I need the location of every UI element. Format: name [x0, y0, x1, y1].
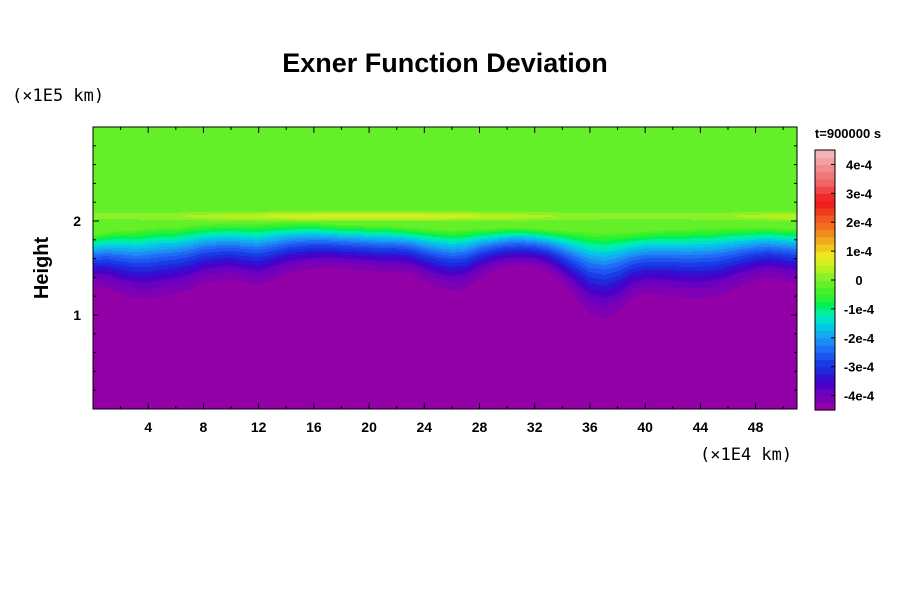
colorbar-swatch: [815, 301, 835, 310]
chart-title: Exner Function Deviation: [282, 48, 608, 78]
colorbar-swatch: [815, 381, 835, 389]
y-tick-label: 2: [73, 213, 81, 229]
heatmap-field: [93, 127, 797, 409]
x-tick-label: 40: [637, 419, 653, 435]
colorbar-tick-label: 2e-4: [846, 215, 873, 230]
colorbar: 4e-4 3e-4 2e-4 1e-4 0 -1e-4 -2e-4 -3e-4 -4e-4: [814, 149, 875, 411]
colorbar-tick-label: -4e-4: [844, 389, 875, 404]
colorbar-tick-label: -3e-4: [844, 360, 875, 375]
colorbar-swatch: [815, 265, 835, 274]
colorbar-tick-label: 0: [855, 273, 862, 288]
x-units-label: (×1E4 km): [700, 445, 792, 465]
colorbar-swatch: [815, 164, 835, 173]
colorbar-tick-label: -1e-4: [844, 302, 875, 317]
x-tick-label: 8: [200, 419, 208, 435]
colorbar-swatch: [815, 258, 835, 267]
colorbar-swatch: [815, 178, 835, 187]
x-axis: 4 8 12 16 20 24 28 32 36 40 44 48: [120, 127, 784, 435]
x-tick-label: 16: [306, 419, 322, 435]
x-tick-label: 4: [144, 419, 152, 435]
x-tick-label: 28: [472, 419, 488, 435]
colorbar-swatch: [815, 352, 835, 361]
colorbar-swatch: [815, 272, 835, 281]
colorbar-swatch: [815, 200, 835, 209]
colorbar-swatch: [815, 345, 835, 353]
colorbar-swatch: [815, 186, 835, 194]
colorbar-swatch: [815, 157, 835, 166]
plot-area: 4 8 12 16 20 24 28 32 36 40 44 48 12: [73, 126, 798, 435]
colorbar-swatch: [815, 330, 835, 339]
x-tick-label: 12: [251, 419, 267, 435]
plot-frame: [92, 126, 798, 410]
colorbar-swatch: [815, 229, 835, 238]
x-tick-label: 36: [582, 419, 598, 435]
y-axis-label: Height: [31, 237, 53, 300]
x-tick-label: 20: [361, 419, 377, 435]
colorbar-swatch: [815, 308, 835, 317]
colorbar-swatch: [815, 373, 835, 382]
colorbar-swatch: [815, 359, 835, 368]
colorbar-swatch: [815, 193, 835, 202]
x-tick-label: 24: [417, 419, 433, 435]
colorbar-swatch: [815, 366, 835, 375]
colorbar-swatch: [815, 222, 835, 231]
x-tick-label: 32: [527, 419, 543, 435]
colorbar-swatch: [815, 251, 835, 259]
colorbar-swatch: [815, 388, 835, 397]
time-label: t=900000 s: [815, 126, 881, 141]
colorbar-swatch: [815, 316, 835, 324]
colorbar-swatch: [815, 280, 835, 288]
colorbar-swatch: [815, 337, 835, 346]
colorbar-tick-label: 1e-4: [846, 244, 873, 259]
colorbar-swatch: [815, 243, 835, 252]
colorbar-swatch: [815, 171, 835, 180]
y-axis: 12: [73, 145, 797, 391]
colorbar-swatch: [815, 236, 835, 245]
colorbar-swatch: [815, 215, 835, 223]
colorbar-swatch: [815, 402, 835, 411]
colorbar-tick-label: 4e-4: [846, 157, 873, 172]
colorbar-swatch: [815, 150, 835, 158]
x-tick-label: 44: [693, 419, 709, 435]
colorbar-tick-label: -2e-4: [844, 331, 875, 346]
y-tick-label: 1: [73, 307, 81, 323]
x-tick-label: 48: [748, 419, 764, 435]
colorbar-swatch: [815, 207, 835, 216]
y-units-label: (×1E5 km): [12, 86, 104, 106]
colorbar-swatch: [815, 395, 835, 404]
colorbar-tick-label: 3e-4: [846, 186, 873, 201]
colorbar-swatch: [815, 294, 835, 303]
colorbar-swatch: [815, 287, 835, 296]
colorbar-swatch: [815, 323, 835, 332]
